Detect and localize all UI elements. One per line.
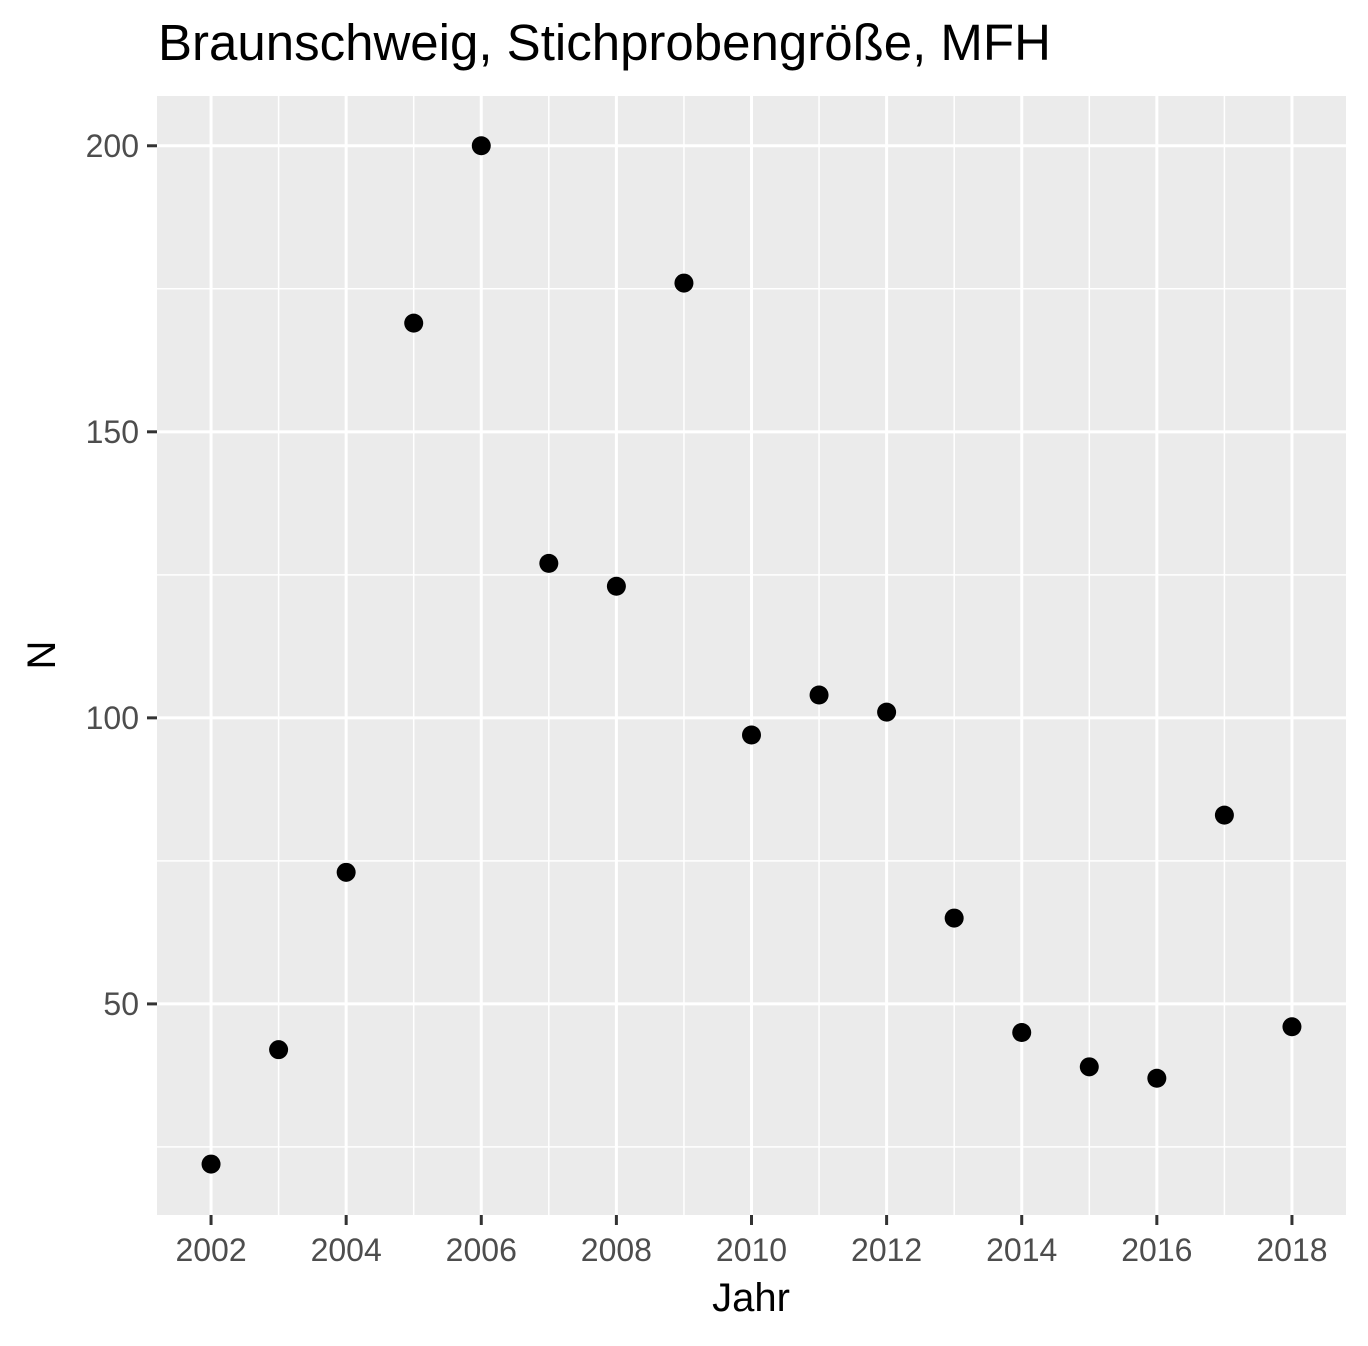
data-point [1147,1068,1167,1088]
y-tick-label: 100 [86,700,139,736]
data-point [674,273,694,293]
data-point [201,1154,221,1174]
data-point [1079,1057,1099,1077]
data-point [471,136,491,156]
data-point [269,1040,289,1060]
chart-title: Braunschweig, Stichprobengröße, MFH [158,14,1051,71]
data-point [877,702,897,722]
y-tick-label: 150 [86,414,139,450]
data-point [404,313,424,333]
data-point [944,908,964,928]
data-point [1214,805,1234,825]
x-tick-label: 2012 [851,1232,922,1268]
x-tick-label: 2014 [986,1232,1057,1268]
y-tick-label: 200 [86,128,139,164]
x-tick-label: 2006 [446,1232,517,1268]
x-tick-label: 2016 [1121,1232,1192,1268]
y-axis: 50 100 150 200 [86,128,157,1022]
data-point [336,862,356,882]
y-tick-label: 50 [103,986,139,1022]
data-point [539,553,559,573]
data-point [1012,1023,1032,1043]
x-tick-label: 2002 [175,1232,246,1268]
data-points [201,136,1302,1174]
data-point [809,685,829,705]
y-axis-title: N [20,641,64,670]
data-point [606,576,626,596]
data-point [742,725,761,745]
x-axis: 2002 2004 2006 2008 2010 2012 2014 2016 2018 [175,1215,1328,1268]
x-tick-label: 2010 [716,1232,787,1268]
x-tick-label: 2018 [1256,1232,1327,1268]
x-tick-label: 2008 [581,1232,652,1268]
data-point [1282,1017,1302,1037]
x-axis-title: Jahr [712,1276,790,1320]
x-tick-label: 2004 [311,1232,382,1268]
